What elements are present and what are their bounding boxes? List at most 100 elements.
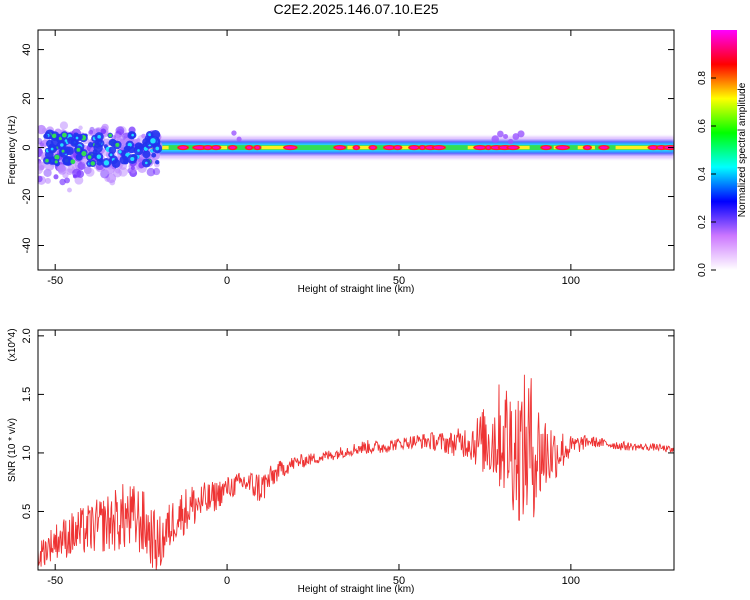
scatter-blob-peak <box>96 154 102 159</box>
y-tick-label: 1.0 <box>21 445 33 460</box>
snr-x-axis-label: Height of straight line (km) <box>298 584 415 595</box>
scatter-blob-strong <box>92 149 98 155</box>
scatter-blob-peak <box>148 133 152 137</box>
snr-y-axis-label: SNR (10 * v/v) <box>7 418 18 482</box>
ridge-peak-core <box>542 146 551 149</box>
scatter-blob <box>100 128 107 135</box>
scatter-blob-strong <box>65 146 74 156</box>
ridge-peak-core <box>649 146 658 149</box>
ridge-peak-core <box>179 146 187 149</box>
scatter-blob <box>115 133 120 138</box>
scatter-blob-peak <box>87 155 92 159</box>
ridge-blob <box>508 138 514 145</box>
scatter-blob <box>64 177 71 184</box>
ridge-peak-core <box>394 146 401 149</box>
colorbar-tick-label: 0.2 <box>697 215 708 229</box>
scatter-blob <box>44 177 51 184</box>
scatter-blob-peak <box>144 161 148 165</box>
ridge-blob <box>517 130 525 138</box>
scatter-blob-peak <box>81 150 87 157</box>
scatter-blob-peak <box>103 160 110 166</box>
spectrogram-y-axis-label: Frequency (Hz) <box>7 116 18 185</box>
snr-series <box>38 374 674 570</box>
scatter-blob <box>115 168 121 174</box>
ridge-peak-core <box>384 146 394 149</box>
scatter-blob-strong <box>124 145 129 151</box>
scatter-blob-peak <box>137 149 140 152</box>
scatter-blob-strong <box>67 136 75 145</box>
y-tick-label: -20 <box>21 189 33 205</box>
x-tick-label: 100 <box>562 275 580 287</box>
ridge-blob <box>491 135 500 143</box>
colorbar: 0.0 0.2 0.4 0.6 0.8 Normalized spectral ampl… <box>697 30 748 277</box>
scatter-blob-peak <box>118 150 122 154</box>
scatter-blob <box>53 174 59 180</box>
snr-y-multiplier: (x10^4) <box>7 328 18 361</box>
scatter-blob-strong <box>138 143 144 149</box>
y-tick-label: 2.0 <box>21 328 33 343</box>
scatter-blob <box>59 121 69 130</box>
scatter-blob-peak <box>54 160 58 164</box>
ridge-peak-core <box>212 146 220 149</box>
scatter-blob <box>58 164 66 172</box>
ridge-blob <box>512 133 520 140</box>
scatter-blob-strong <box>75 153 83 161</box>
scatter-blob-strong <box>43 133 49 139</box>
scatter-blob-peak <box>75 136 79 140</box>
scatter-blob-peak <box>45 158 49 163</box>
y-tick-label: 20 <box>21 92 33 104</box>
scatter-blob-peak <box>70 159 76 165</box>
x-tick-label: 100 <box>562 575 580 587</box>
ridge-peak-core <box>433 146 445 149</box>
colorbar-tick-label: 0.6 <box>697 119 708 133</box>
scatter-blob-peak <box>90 161 95 166</box>
y-tick-label: 0 <box>21 144 33 150</box>
ridge-peak-core <box>410 146 419 149</box>
ridge-peak-core <box>486 146 491 149</box>
ridge-segment <box>615 145 674 150</box>
snr-frame <box>37 329 675 571</box>
snr-axes: -50 0 50 100 0.5 1.0 1.5 2.0 <box>21 328 674 587</box>
scatter-blob-peak <box>60 143 64 147</box>
ridge-peak-core <box>229 146 236 149</box>
colorbar-tick-label: 0.8 <box>697 71 708 85</box>
scatter-blob-strong <box>87 142 94 148</box>
x-tick-label: 50 <box>393 575 405 587</box>
scatter-blob-strong <box>95 138 103 146</box>
ridge-blob <box>236 136 242 142</box>
spectrogram-x-axis-label: Height of straight line (km) <box>298 284 415 295</box>
scatter-blob-strong <box>63 156 74 166</box>
scatter-blob-strong <box>151 152 157 158</box>
scatter-blob <box>146 167 156 177</box>
chart-title: C2E2.2025.146.07.10.E25 <box>273 1 438 17</box>
scatter-blob-peak <box>131 133 134 137</box>
scatter-blob <box>152 167 161 176</box>
y-tick-label: 40 <box>21 43 33 55</box>
y-tick-label: -40 <box>21 238 33 254</box>
scatter-blob <box>78 125 83 131</box>
scatter-blob-peak <box>130 156 135 162</box>
ridge-peak-core <box>370 146 376 149</box>
ridge-peak-core <box>557 146 569 149</box>
scatter-blob <box>38 175 43 183</box>
scatter-blob-strong <box>111 159 121 168</box>
ridge-peak-core <box>255 146 260 149</box>
scatter-blob-peak <box>155 146 160 151</box>
scatter-blob-strong <box>50 137 60 146</box>
y-tick-label: 0.5 <box>21 504 33 519</box>
x-tick-label: -50 <box>47 275 63 287</box>
scatter-blob <box>67 187 72 193</box>
snr-line <box>38 374 674 570</box>
scatter-blob-peak <box>150 138 156 144</box>
spectrogram-axes: -50 0 50 100 -40 -20 0 20 40 <box>21 30 674 287</box>
scatter-blob <box>115 126 125 136</box>
ridge-blob <box>497 130 504 138</box>
scatter-blob-peak <box>115 142 120 147</box>
x-tick-label: 50 <box>393 275 405 287</box>
ridge-blob <box>231 130 237 136</box>
y-tick-label: 1.5 <box>21 387 33 402</box>
scatter-blob-peak <box>51 133 57 139</box>
x-tick-label: 0 <box>224 275 230 287</box>
scatter-blob-peak <box>109 153 113 157</box>
scatter-blob <box>85 167 95 177</box>
